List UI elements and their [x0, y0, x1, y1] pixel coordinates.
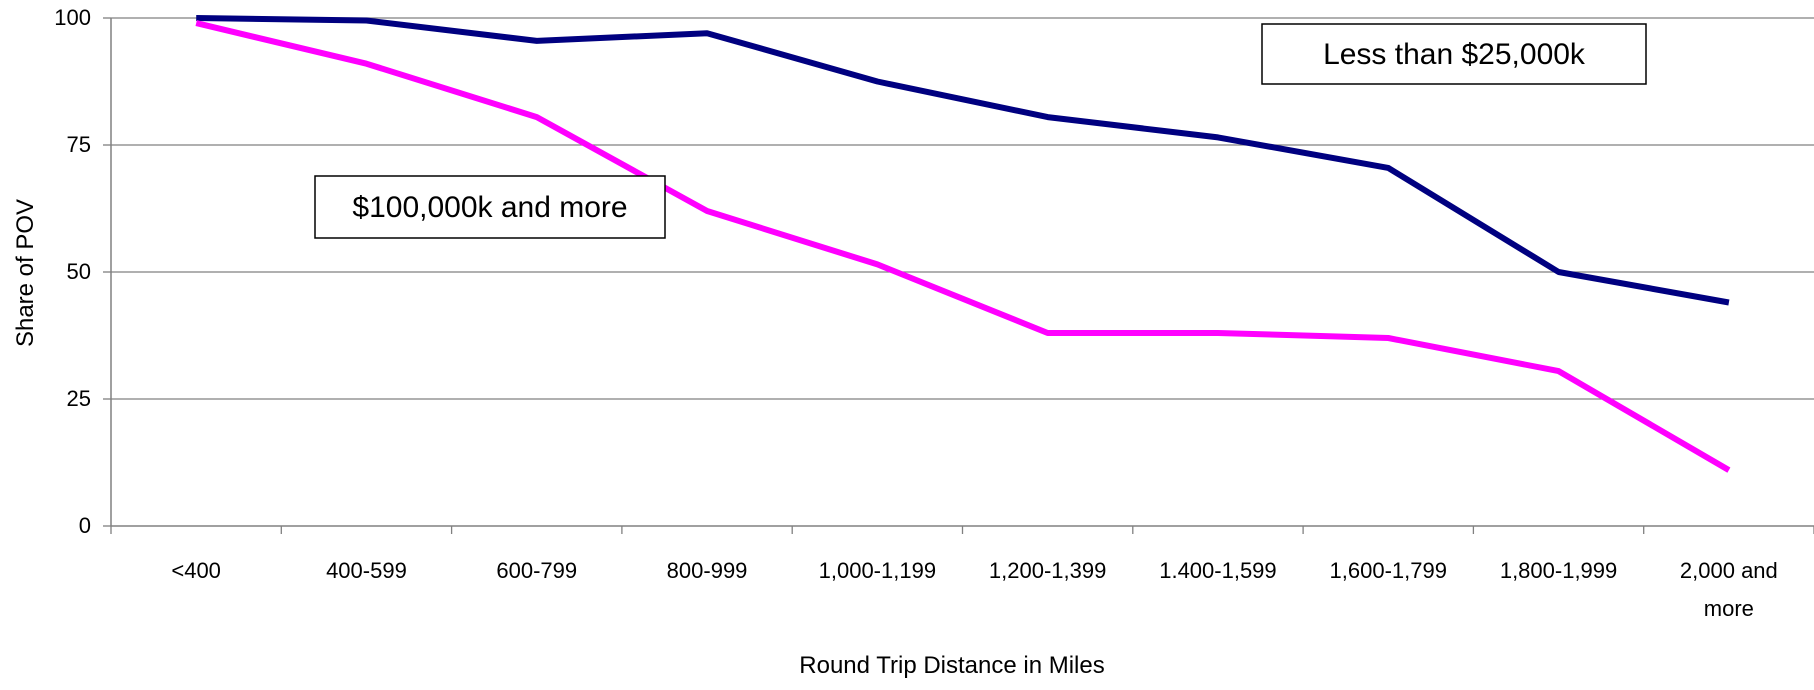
x-tick-label: 1,200-1,399 [989, 558, 1106, 583]
x-tick-label: 2,000 and [1680, 558, 1778, 583]
x-tick-label: 800-999 [667, 558, 748, 583]
y-tick-label: 0 [79, 513, 91, 538]
x-tick-label: 1,600-1,799 [1330, 558, 1447, 583]
y-tick-label: 25 [67, 386, 91, 411]
y-axis-ticks: 0 25 50 75 100 [54, 5, 111, 538]
x-tick-label: 1,800-1,999 [1500, 558, 1617, 583]
gridlines [111, 17, 1814, 400]
series-labels: Less than $25,000k $100,000k and more [314, 23, 1647, 239]
y-tick-label: 75 [67, 132, 91, 157]
x-axis-ticks: <400 400-599 600-799 800-999 1,000-1,199 1,20… [110, 526, 1814, 621]
series-line-1 [195, 20, 1731, 473]
x-tick-label: 400-599 [326, 558, 407, 583]
x-tick-label: 600-799 [496, 558, 577, 583]
series-lines [195, 15, 1731, 473]
series-label-box [1261, 23, 1647, 85]
y-tick-label: 100 [54, 5, 91, 30]
series-label-box [314, 175, 666, 239]
x-tick-label: 1,000-1,199 [819, 558, 936, 583]
series-line-0 [196, 15, 1730, 306]
x-axis-title: Round Trip Distance in Miles [799, 652, 1104, 679]
series-label: $100,000k and more [352, 191, 627, 224]
x-tick-label: more [1704, 596, 1754, 621]
y-axis-title: Share of POV [12, 199, 39, 347]
x-tick-label: 1.400-1,599 [1159, 558, 1276, 583]
x-tick-label: <400 [171, 558, 221, 583]
y-tick-label: 50 [67, 259, 91, 284]
series-label: Less than $25,000k [1323, 38, 1586, 71]
